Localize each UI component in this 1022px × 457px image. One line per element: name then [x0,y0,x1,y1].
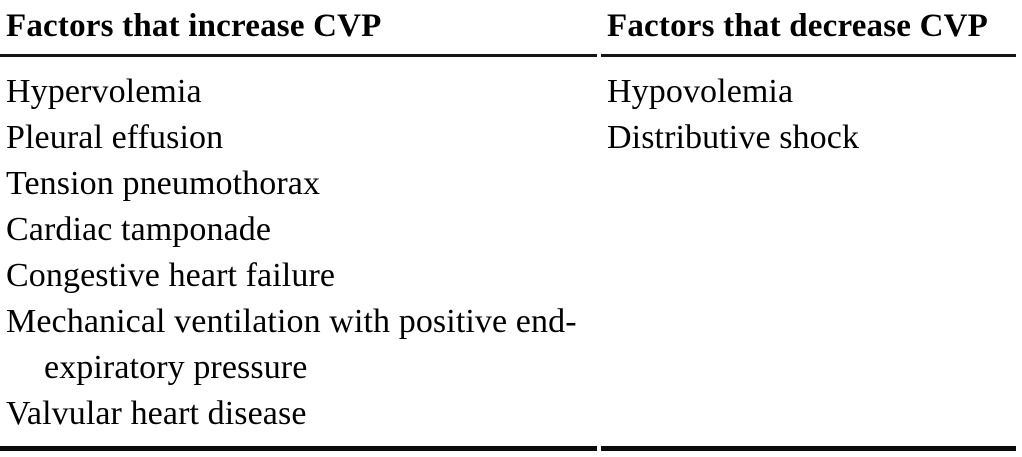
list-item: Congestive heart failure [6,257,336,294]
list-item: Tension pneumothorax [6,165,321,202]
column-decrease-cvp: Factors that decrease CVP Hypovolemia Di… [601,0,1016,451]
column-increase-cvp: Factors that increase CVP Hypervolemia P… [0,0,597,451]
list-item: Mechanical ventilation with positive end… [6,303,577,386]
list-item: Hypervolemia [6,73,202,110]
column-header-decrease: Factors that decrease CVP [601,0,1016,57]
list-item: Pleural effusion [6,119,224,156]
column-body-decrease: Hypovolemia Distributive shock [601,57,1016,451]
list-item: Cardiac tamponade [6,211,272,248]
list-item: Valvular heart disease [6,395,307,432]
increase-factor-list: Hypervolemia Pleural effusion Tension pn… [6,69,597,437]
column-body-increase: Hypervolemia Pleural effusion Tension pn… [0,57,597,451]
decrease-factor-list: Hypovolemia Distributive shock [607,69,1016,161]
list-item: Hypovolemia [607,73,794,110]
list-item: Distributive shock [607,119,860,156]
column-header-increase: Factors that increase CVP [0,0,597,57]
